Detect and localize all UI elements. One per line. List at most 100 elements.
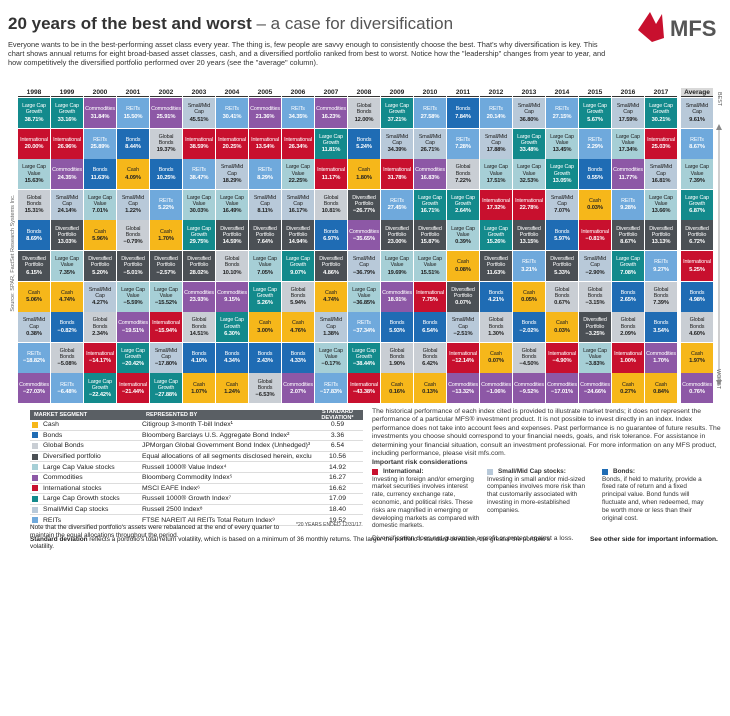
cell-label: Global Bonds	[290, 286, 306, 299]
cell-value: 11.81%	[321, 147, 341, 154]
cell-value: 21.36%	[255, 113, 275, 120]
cell-value: 1.22%	[125, 208, 141, 215]
cell-label: Cash	[523, 289, 535, 296]
cell-label: Large Cap Growth	[253, 286, 277, 299]
return-cell: International 20.25%	[216, 128, 248, 159]
segment-name: Global Bonds	[43, 442, 84, 450]
cell-label: Small/Mid Cap	[616, 103, 640, 116]
return-cell: REITs 8.67%	[681, 128, 713, 159]
cell-label: Bonds	[92, 167, 108, 174]
cell-value: −2.57%	[156, 269, 176, 276]
segment-swatch	[32, 464, 38, 471]
return-cell: International 7.75%	[414, 281, 446, 312]
return-cell: International 20.00%	[18, 128, 50, 159]
return-cell: Commodities 23.93%	[183, 281, 215, 312]
cell-label: International	[284, 136, 312, 143]
cell-label: International	[614, 351, 642, 358]
cell-value: 14.94%	[288, 238, 308, 245]
cell-value: 7.39%	[689, 177, 705, 184]
cell-value: 31.78%	[387, 174, 407, 181]
cell-value: 1.80%	[356, 174, 372, 181]
return-cell: Diversified Portfolio −26.77%	[348, 189, 380, 220]
return-cell: Large Cap Value 0.39%	[447, 220, 479, 251]
cell-value: 17.32%	[486, 205, 506, 212]
cell-label: Diversified Portfolio	[286, 225, 310, 238]
cell-value: 5.24%	[356, 144, 372, 151]
cell-value: −1.06%	[486, 388, 506, 395]
segment-name: Bonds	[43, 431, 63, 439]
cell-value: 22.78%	[519, 205, 539, 212]
cell-value: −15.52%	[155, 300, 177, 307]
segment-row: Bonds Bloomberg Barclays U.S. Aggregate B…	[30, 431, 363, 442]
cell-value: 12.00%	[354, 116, 374, 123]
cell-label: Small/Mid Cap	[253, 194, 277, 208]
risk-item-text: Investing in foreign and/or emerging mar…	[372, 475, 480, 530]
cell-value: 4.33%	[290, 358, 306, 365]
segment-index: Russell 1000® Value Index⁴	[142, 463, 227, 471]
cell-value: 5.20%	[92, 269, 108, 276]
segment-index: JPMorgan Global Government Bond Index (U…	[142, 442, 311, 450]
segment-header-cell: REPRESENTED BY	[146, 412, 198, 418]
return-cell: Bonds 4.10%	[183, 342, 215, 373]
cell-value: 20.00%	[24, 144, 44, 151]
return-cell: International 11.17%	[315, 159, 347, 190]
return-cell: Cash 4.74%	[315, 281, 347, 312]
cell-label: Large Cap Value	[253, 256, 277, 269]
return-cell: Small/Mid Cap 36.80%	[513, 98, 545, 128]
cell-label: Commodities	[613, 167, 643, 174]
segment-sd: 16.62	[328, 484, 346, 492]
segment-row: Large Cap Value stocks Russell 1000® Valu…	[30, 462, 363, 473]
cell-value: 7.07%	[554, 208, 570, 215]
cell-value: 17.88%	[486, 147, 506, 154]
cell-value: 38.71%	[24, 116, 44, 123]
return-cell: Bonds 2.43%	[249, 342, 281, 373]
cell-value: 6.54%	[422, 327, 438, 334]
segment-swatch	[32, 474, 38, 481]
return-cell: Bonds 2.65%	[612, 281, 644, 312]
cell-label: Bonds	[257, 351, 273, 358]
cell-label: International	[251, 136, 279, 143]
risk-item-title: Small/Mid Cap stocks:	[487, 468, 597, 476]
risk-item-text: Investing in small and/or mid-sized comp…	[487, 475, 586, 514]
segment-swatch	[32, 495, 38, 502]
cell-label: Global Bonds	[554, 286, 570, 299]
cell-label: REITs	[60, 381, 74, 388]
return-cell: Cash 4.74%	[51, 281, 83, 312]
cell-value: 5.26%	[257, 300, 273, 307]
cell-value: −17.80%	[155, 361, 177, 368]
return-cell: Global Bonds 12.00%	[348, 98, 380, 128]
cell-value: −21.44%	[122, 388, 144, 395]
return-cell: Diversified Portfolio 6.72%	[681, 220, 713, 251]
return-cell: Global Bonds 1.90%	[381, 342, 413, 373]
right-column: The historical performance of each index…	[372, 408, 724, 544]
return-cell: Large Cap Value 15.51%	[414, 251, 446, 281]
cell-label: Bonds	[488, 289, 504, 296]
cell-value: 2.29%	[587, 144, 603, 151]
cell-label: Bonds	[125, 136, 141, 143]
return-cell: Large Cap Growth 11.81%	[315, 128, 347, 159]
cell-value: 27.45%	[387, 205, 407, 212]
cell-label: Diversified Portfolio	[685, 225, 709, 238]
return-cell: Cash 0.16%	[381, 373, 413, 404]
segment-sd: 6.54	[330, 442, 345, 450]
return-cell: Cash 4.09%	[117, 159, 149, 190]
cell-label: Bonds	[224, 351, 240, 358]
return-cell: REITs −6.48%	[51, 373, 83, 404]
year-header: 2006	[282, 88, 314, 97]
return-cell: Small/Mid Cap 26.71%	[414, 128, 446, 159]
cell-value: −24.66%	[584, 388, 606, 395]
cell-label: Large Cap Growth	[418, 194, 442, 208]
return-cell: Commodities −24.66%	[579, 373, 611, 404]
year-header: 2017	[645, 88, 677, 97]
return-cell: International 22.78%	[513, 189, 545, 220]
return-cell: Global Bonds 7.22%	[447, 159, 479, 190]
return-cell: Bonds 10.25%	[150, 159, 182, 190]
cell-value: 8.11%	[257, 208, 273, 215]
cell-value: 7.75%	[422, 297, 438, 304]
cell-value: −17.01%	[551, 388, 573, 395]
return-cell: Bonds 6.97%	[315, 220, 347, 251]
cell-value: 13.54%	[255, 144, 275, 151]
return-cell: Commodities 0.76%	[681, 373, 713, 404]
cell-value: −6.53%	[255, 391, 275, 398]
cell-label: Large Cap Value	[220, 194, 244, 208]
